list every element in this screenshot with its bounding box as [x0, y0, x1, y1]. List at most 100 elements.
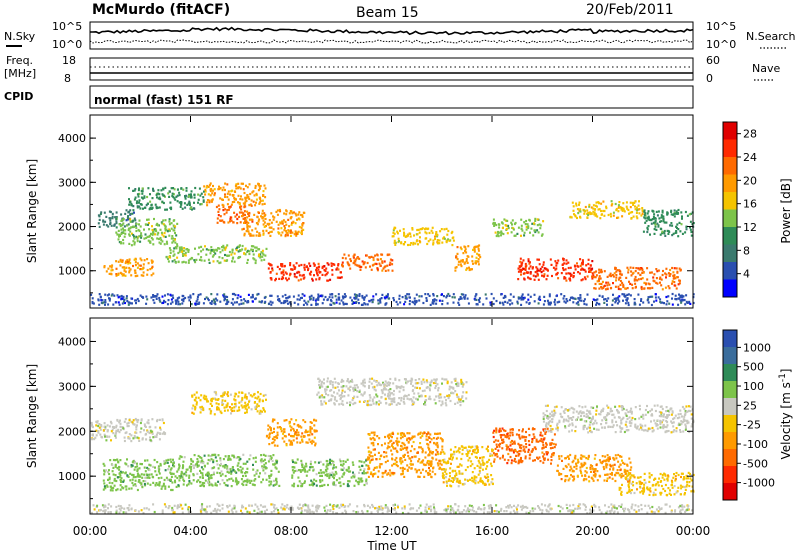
heatmap-cell [259, 201, 261, 204]
heatmap-cell [288, 295, 291, 298]
heatmap-cell [138, 205, 141, 208]
heatmap-cell [473, 248, 476, 251]
heatmap-cell [130, 464, 133, 467]
heatmap-cell [143, 429, 145, 432]
heatmap-cell [675, 298, 678, 301]
heatmap-cell [602, 286, 605, 289]
heatmap-cell [232, 454, 235, 457]
heatmap-cell [250, 199, 253, 202]
heatmap-cell [199, 476, 202, 479]
heatmap-cell [140, 259, 143, 262]
heatmap-cell [403, 467, 406, 470]
heatmap-cell [372, 448, 375, 451]
heatmap-cell [646, 267, 649, 270]
heatmap-cell [676, 276, 679, 279]
heatmap-cell [641, 212, 644, 215]
heatmap-cell [501, 427, 504, 430]
heatmap-cell [220, 470, 223, 473]
heatmap-cell [307, 434, 310, 437]
heatmap-cell [520, 295, 523, 298]
heatmap-cell [156, 461, 159, 464]
heatmap-cell [365, 472, 368, 475]
heatmap-cell [272, 441, 275, 444]
heatmap-cell [130, 202, 133, 206]
heatmap-cell [280, 272, 283, 275]
heatmap-cell [217, 247, 220, 250]
heatmap-cell [665, 303, 668, 306]
heatmap-cell [466, 454, 469, 457]
heatmap-cell [478, 469, 481, 472]
heatmap-cell [249, 233, 252, 236]
heatmap-cell [329, 458, 332, 461]
heatmap-cell [205, 296, 208, 299]
heatmap-cell [498, 445, 501, 448]
heatmap-cell [230, 472, 233, 475]
heatmap-cell [115, 273, 118, 276]
heatmap-cell [129, 220, 132, 223]
heatmap-cell [517, 270, 520, 273]
heatmap-cell [410, 460, 413, 463]
heatmap-cell [202, 248, 205, 251]
heatmap-cell [448, 472, 451, 475]
heatmap-cell [278, 277, 281, 280]
heatmap-cell [200, 471, 202, 474]
heatmap-cell [337, 268, 340, 271]
heatmap-cell [412, 241, 415, 244]
heatmap-cell [224, 455, 227, 458]
heatmap-cell [524, 265, 527, 268]
heatmap-cell [481, 446, 484, 449]
heatmap-cell [406, 235, 409, 238]
heatmap-cell [142, 271, 145, 274]
heatmap-cell [517, 296, 520, 299]
heatmap-cell [134, 264, 137, 267]
heatmap-cell [223, 406, 226, 409]
heatmap-cell [381, 261, 384, 264]
power-heatmap [90, 182, 695, 307]
heatmap-cell [318, 265, 321, 268]
heatmap-cell [318, 276, 321, 280]
heatmap-cell [119, 271, 122, 274]
heatmap-cell [268, 219, 271, 222]
heatmap-cell [297, 431, 300, 434]
heatmap-cell [166, 461, 169, 464]
heatmap-cell [637, 293, 640, 296]
heatmap-cell [272, 484, 275, 487]
heatmap-cell [384, 302, 387, 306]
heatmap-cell [235, 471, 238, 474]
heatmap-cell [520, 224, 523, 227]
heatmap-cell [127, 223, 130, 226]
heatmap-cell [569, 296, 572, 299]
heatmap-cell [534, 219, 537, 222]
heatmap-cell [355, 301, 357, 304]
heatmap-cell [685, 225, 688, 228]
heatmap-cell [629, 206, 632, 209]
heatmap-cell [622, 283, 625, 286]
heatmap-cell [188, 476, 191, 479]
heatmap-cell [138, 229, 141, 233]
heatmap-cell [507, 224, 510, 227]
heatmap-cell [151, 265, 154, 268]
heatmap-cell [436, 233, 439, 237]
heatmap-cell [669, 273, 672, 276]
heatmap-cell [451, 237, 454, 240]
heatmap-cell [166, 242, 169, 245]
heatmap-cell [554, 298, 556, 301]
heatmap-cell [124, 274, 127, 277]
heatmap-cell [109, 420, 112, 423]
heatmap-cell [601, 295, 604, 298]
heatmap-cell [113, 477, 116, 481]
heatmap-cell [249, 234, 252, 237]
heatmap-cell [228, 406, 231, 409]
heatmap-cell [153, 217, 155, 221]
heatmap-cell [222, 246, 225, 249]
heatmap-cell [403, 233, 406, 236]
heatmap-cell [395, 300, 398, 303]
heatmap-cell [168, 220, 171, 223]
heatmap-cell [160, 238, 163, 241]
heatmap-cell [503, 218, 506, 221]
heatmap-cell [207, 473, 210, 476]
heatmap-cell [229, 458, 232, 461]
heatmap-cell [640, 287, 643, 291]
heatmap-cell [317, 268, 320, 271]
heatmap-cell [415, 240, 418, 243]
